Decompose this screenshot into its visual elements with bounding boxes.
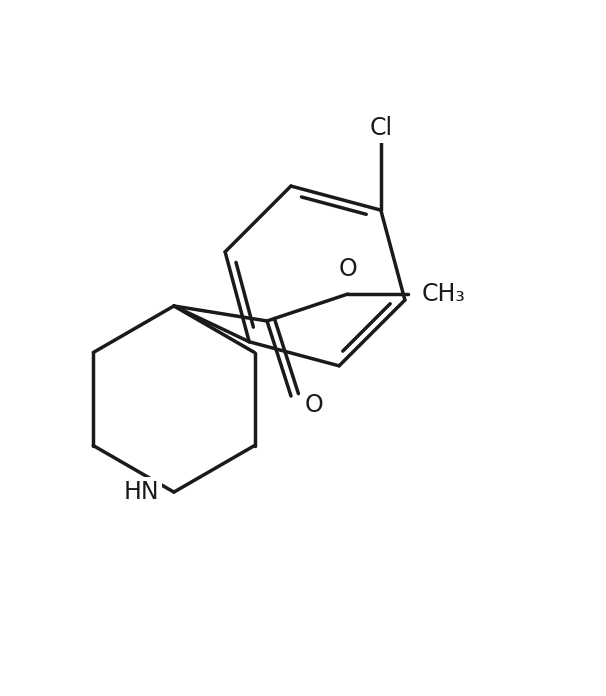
Text: N: N [418, 288, 436, 312]
Text: HN: HN [123, 480, 159, 504]
Text: O: O [304, 393, 323, 417]
Text: CH₃: CH₃ [421, 282, 465, 306]
Text: Cl: Cl [369, 116, 392, 140]
Text: O: O [339, 257, 358, 280]
